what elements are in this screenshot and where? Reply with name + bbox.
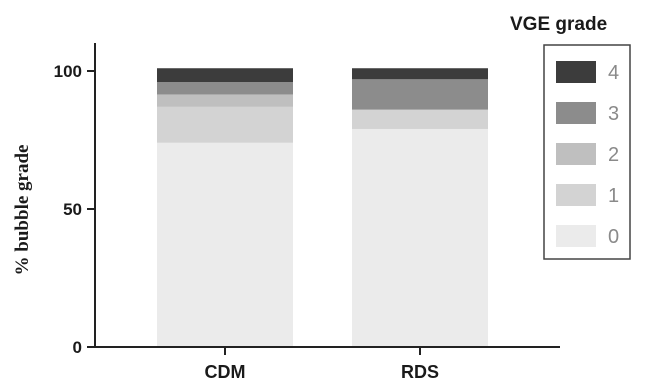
bar-segment-rds-grade-4 [352, 68, 488, 80]
bar-segment-cdm-grade-1 [157, 106, 293, 143]
y-tick-label: 50 [63, 200, 82, 219]
bar-segment-rds-grade-1 [352, 109, 488, 129]
legend-swatch-grade-3 [556, 102, 596, 124]
legend-title: VGE grade [510, 14, 607, 35]
bars-layer [157, 68, 488, 347]
bar-segment-rds-grade-3 [352, 79, 488, 110]
bar-segment-cdm-grade-4 [157, 68, 293, 83]
legend-label-grade-3: 3 [608, 103, 619, 125]
x-categories: CDM RDS [205, 347, 439, 382]
legend-box [543, 44, 631, 260]
y-tick-label: 0 [73, 338, 82, 357]
legend-items: 4 3 2 1 0 [556, 61, 619, 248]
bar-segment-rds-grade-0 [352, 128, 488, 347]
legend-label-grade-2: 2 [608, 144, 619, 166]
y-axis-label: % bubble grade [12, 145, 33, 276]
x-category-label-rds: RDS [401, 362, 439, 382]
bar-segment-cdm-grade-0 [157, 142, 293, 347]
bar-segment-cdm-grade-2 [157, 94, 293, 107]
legend-label-grade-0: 0 [608, 226, 619, 248]
legend-label-grade-4: 4 [608, 62, 619, 84]
legend-label-grade-1: 1 [608, 185, 619, 207]
legend-swatch-grade-4 [556, 61, 596, 83]
y-ticks: 0 50 100 [54, 62, 95, 357]
x-category-label-cdm: CDM [205, 362, 246, 382]
legend-swatch-grade-1 [556, 184, 596, 206]
y-tick-label: 100 [54, 62, 82, 81]
legend-swatch-grade-2 [556, 143, 596, 165]
legend-swatch-grade-0 [556, 225, 596, 247]
bar-segment-cdm-grade-3 [157, 82, 293, 95]
